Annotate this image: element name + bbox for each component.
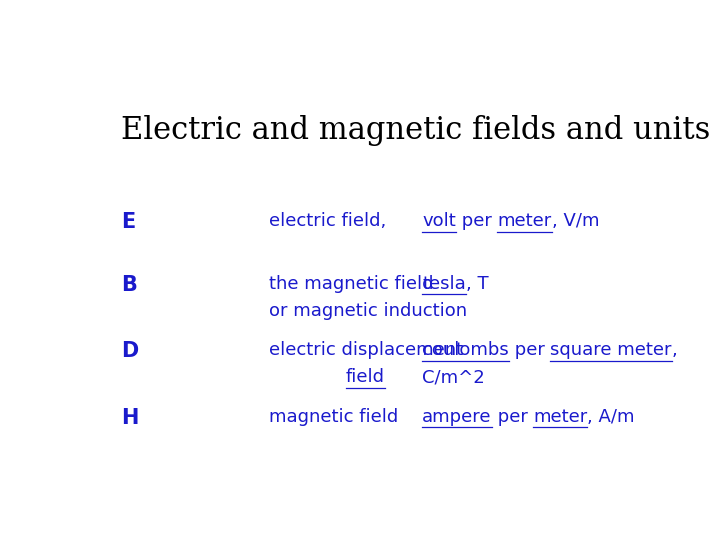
Text: Electric and magnetic fields and units: Electric and magnetic fields and units bbox=[121, 114, 710, 146]
Text: electric field,: electric field, bbox=[269, 212, 386, 231]
Text: field: field bbox=[346, 368, 385, 386]
Text: , A/m: , A/m bbox=[588, 408, 635, 426]
Text: E: E bbox=[121, 212, 135, 232]
Text: B: B bbox=[121, 275, 137, 295]
Text: ampere: ampere bbox=[422, 408, 492, 426]
Text: D: D bbox=[121, 341, 138, 361]
Text: coulombs: coulombs bbox=[422, 341, 509, 359]
Text: , T: , T bbox=[466, 275, 488, 293]
Text: ,: , bbox=[672, 341, 678, 359]
Text: H: H bbox=[121, 408, 138, 428]
Text: per: per bbox=[492, 408, 533, 426]
Text: square meter: square meter bbox=[550, 341, 672, 359]
Text: per: per bbox=[509, 341, 550, 359]
Text: magnetic field: magnetic field bbox=[269, 408, 398, 426]
Text: tesla: tesla bbox=[422, 275, 466, 293]
Text: , V/m: , V/m bbox=[552, 212, 599, 231]
Text: per: per bbox=[456, 212, 498, 231]
Text: or magnetic induction: or magnetic induction bbox=[269, 302, 467, 320]
Text: electric displacement: electric displacement bbox=[269, 341, 463, 359]
Text: meter: meter bbox=[533, 408, 588, 426]
Text: volt: volt bbox=[422, 212, 456, 231]
Text: C/m^2: C/m^2 bbox=[422, 368, 485, 386]
Text: the magnetic field: the magnetic field bbox=[269, 275, 433, 293]
Text: meter: meter bbox=[498, 212, 552, 231]
